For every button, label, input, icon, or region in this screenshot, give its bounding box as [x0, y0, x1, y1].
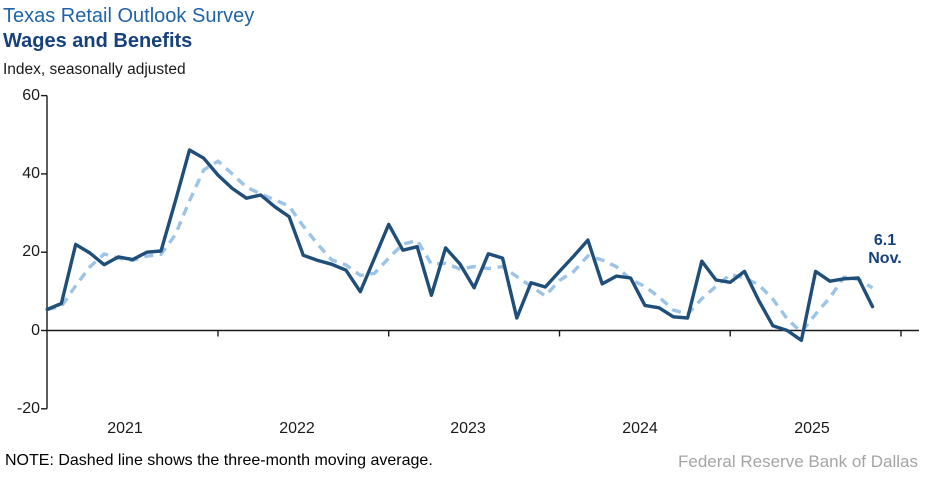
footnote: NOTE: Dashed line shows the three-month … [5, 452, 433, 469]
x-tick-label-2021: 2021 [107, 420, 143, 437]
y-tick-label-40: 40 [22, 164, 40, 182]
x-tick-label-2025: 2025 [794, 420, 830, 437]
x-tick-label-2023: 2023 [450, 420, 486, 437]
y-axis-caption: Index, seasonally adjusted [3, 61, 186, 78]
x-tick-label-2022: 2022 [279, 420, 315, 437]
last-value-annotation: 6.1 Nov. [856, 232, 914, 267]
chart-title: Texas Retail Outlook Survey [3, 5, 255, 27]
chart-subtitle: Wages and Benefits [3, 30, 193, 52]
y-tick-label-20: 20 [22, 243, 40, 261]
y-tick-label-60: 60 [22, 86, 40, 104]
last-month: Nov. [868, 249, 902, 267]
y-tick-label-neg20: -20 [16, 399, 40, 417]
x-tick-label-2024: 2024 [622, 420, 658, 437]
y-tick-label-0: 0 [31, 321, 40, 339]
source-attribution: Federal Reserve Bank of Dallas [677, 452, 918, 471]
last-value: 6.1 [873, 232, 897, 249]
